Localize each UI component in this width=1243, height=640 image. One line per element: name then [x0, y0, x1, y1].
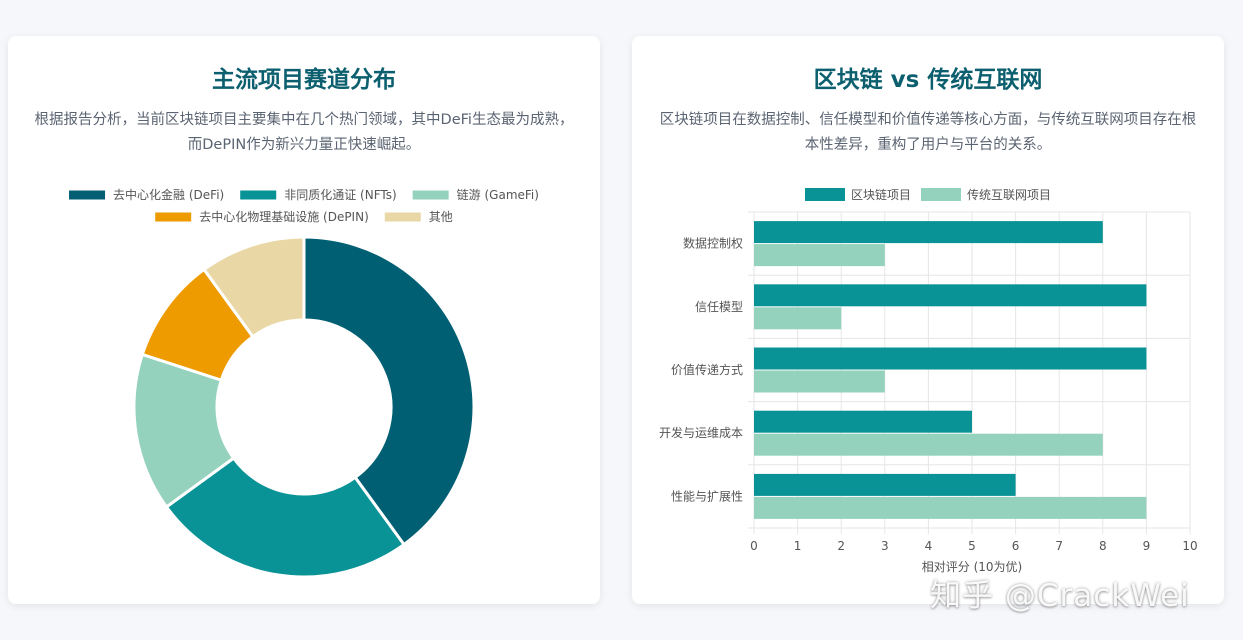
watermark: 知乎 @CrackWei — [930, 578, 1190, 614]
bar-legend-swatch-1[interactable] — [921, 188, 961, 201]
x-tick-label-10: 10 — [1182, 539, 1197, 553]
donut-slice-1[interactable] — [164, 456, 407, 579]
x-tick-label-2: 2 — [837, 539, 845, 553]
legend-swatch-0[interactable] — [69, 190, 106, 200]
sector-distribution-description: 根据报告分析，当前区块链项目主要集中在几个热门领域，其中DeFi生态最为成熟，而… — [34, 112, 574, 153]
legend-label-3[interactable]: 去中心化物理基础设施 (DePIN) — [199, 209, 369, 224]
donut-slice-0[interactable] — [302, 235, 476, 547]
sector-distribution-title: 主流项目赛道分布 — [212, 67, 396, 93]
comparison-card: 区块链 vs 传统互联网 区块链项目在数据控制、信任模型和价值传递等核心方面，与… — [632, 36, 1224, 604]
x-tick-label-0: 0 — [750, 539, 758, 553]
x-tick-label-9: 9 — [1143, 539, 1151, 553]
legend-label-0[interactable]: 去中心化金融 (DeFi) — [113, 187, 224, 202]
x-tick-label-5: 5 — [968, 539, 976, 553]
x-tick-label-3: 3 — [881, 539, 889, 553]
comparison-description: 区块链项目在数据控制、信任模型和价值传递等核心方面，与传统互联网项目存在根本性差… — [659, 112, 1197, 153]
sector-donut-chart: 去中心化金融 (DeFi) 非同质化通证 (NFTs) 链游 (GameFi) 去中心… — [69, 187, 539, 579]
bar-legend-label-0[interactable]: 区块链项目 — [851, 187, 911, 202]
bar-3-1[interactable] — [754, 433, 1103, 456]
category-label-2: 价值传递方式 — [671, 362, 743, 377]
x-tick-label-1: 1 — [794, 539, 802, 553]
bar-2-0[interactable] — [754, 347, 1147, 370]
x-tick-label-4: 4 — [925, 539, 933, 553]
comparison-title: 区块链 vs 传统互联网 — [813, 67, 1043, 93]
bar-2-1[interactable] — [754, 370, 885, 393]
bar-3-0[interactable] — [754, 410, 972, 433]
legend-swatch-1[interactable] — [240, 190, 277, 200]
bar-4-1[interactable] — [754, 496, 1147, 519]
category-label-1: 信任模型 — [695, 300, 743, 314]
legend-label-4[interactable]: 其他 — [429, 210, 453, 224]
x-axis-title: 相对评分 (10为优) — [922, 560, 1022, 574]
bar-1-1[interactable] — [754, 307, 842, 330]
legend-label-2[interactable]: 链游 (GameFi) — [457, 187, 539, 202]
category-label-4: 性能与扩展性 — [671, 489, 743, 503]
bar-legend-swatch-0[interactable] — [804, 188, 845, 201]
bar-1-0[interactable] — [754, 284, 1147, 307]
category-label-0: 数据控制权 — [683, 236, 743, 251]
legend-swatch-3[interactable] — [155, 212, 192, 222]
donut-slice-4[interactable] — [201, 235, 306, 339]
legend-label-1[interactable]: 非同质化通证 (NFTs) — [284, 188, 396, 202]
legend-swatch-4[interactable] — [384, 212, 421, 222]
x-tick-label-6: 6 — [1012, 539, 1020, 553]
x-tick-label-7: 7 — [1055, 539, 1063, 553]
bar-0-0[interactable] — [754, 221, 1103, 244]
x-tick-label-8: 8 — [1099, 539, 1107, 553]
bar-4-0[interactable] — [754, 473, 1016, 496]
comparison-bar-chart: 区块链项目 传统互联网项目 0 1 2 3 4 5 6 7 8 9 10 数据控制权信任模型价值传递方式开… — [659, 187, 1198, 574]
sector-distribution-card: 主流项目赛道分布 根据报告分析，当前区块链项目主要集中在几个热门领域，其中DeF… — [8, 36, 600, 604]
category-label-3: 开发与运维成本 — [659, 425, 743, 440]
bar-legend-label-1[interactable]: 传统互联网项目 — [967, 187, 1051, 202]
bar-0-1[interactable] — [754, 244, 885, 267]
legend-swatch-2[interactable] — [412, 190, 449, 200]
